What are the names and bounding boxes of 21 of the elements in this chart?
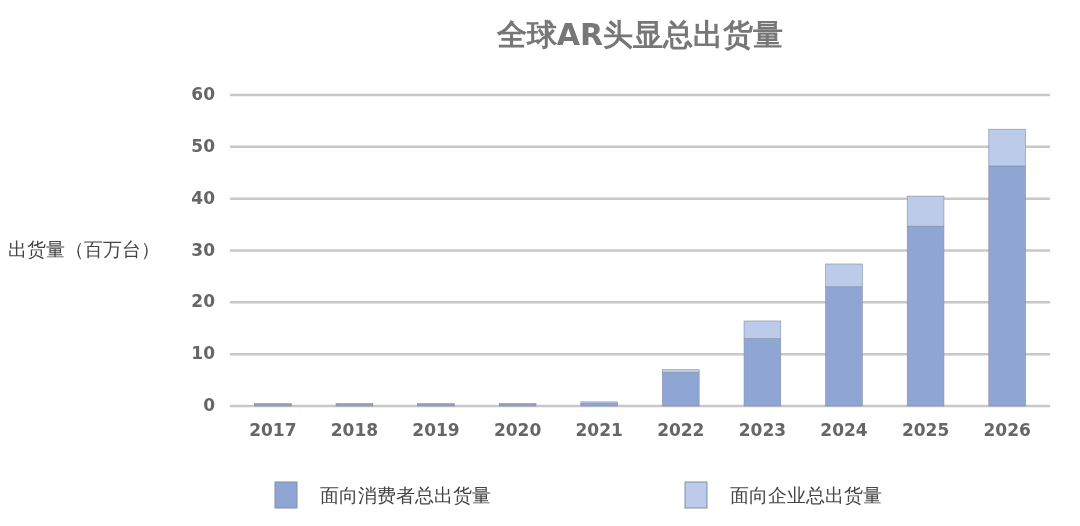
legend-label: 面向消费者总出货量 [320, 483, 491, 506]
x-tick-label: 2026 [983, 420, 1031, 440]
x-tick-label: 2018 [330, 420, 379, 440]
x-tick-label: 2017 [249, 420, 297, 440]
y-tick-label: 40 [191, 187, 216, 208]
y-axis-title: 出货量（百万台） [8, 238, 160, 260]
y-tick-label: 30 [191, 239, 216, 260]
x-tick-label: 2023 [738, 420, 787, 440]
legend-label: 面向企业总出货量 [730, 483, 882, 506]
x-tick-label: 2025 [901, 420, 950, 440]
y-tick-label: 60 [191, 84, 216, 104]
y-tick-label: 20 [191, 291, 216, 312]
y-tick-label: 50 [191, 135, 216, 156]
x-tick-label: 2022 [657, 420, 705, 440]
y-tick-label: 10 [191, 343, 216, 364]
x-tick-label: 2021 [575, 420, 623, 440]
x-tick-label: 2019 [412, 420, 460, 440]
x-tick-label: 2020 [493, 420, 542, 440]
chart-title: 全球AR头显总出货量 [495, 17, 784, 52]
y-tick-label: 0 [203, 395, 216, 415]
x-tick-label: 2024 [820, 420, 868, 440]
